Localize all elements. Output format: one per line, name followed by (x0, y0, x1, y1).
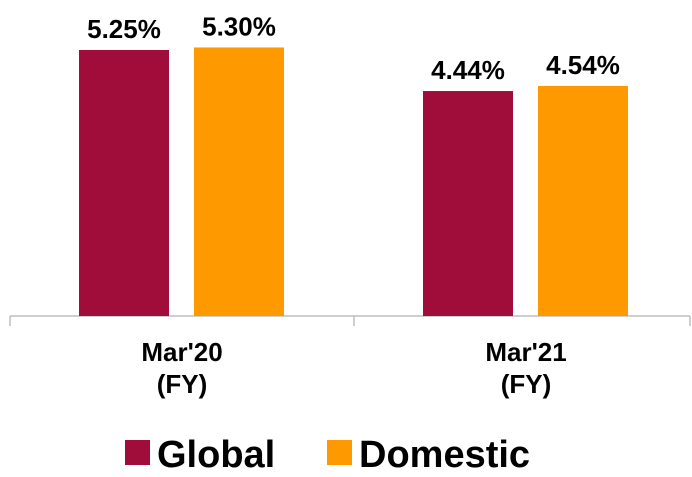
bar (423, 91, 513, 316)
bar (79, 50, 169, 316)
legend-label: Domestic (359, 434, 530, 476)
data-label: 5.30% (202, 11, 276, 41)
legend-label: Global (157, 434, 275, 476)
legend-swatch (327, 440, 352, 465)
x-tick-label: Mar'20 (FY) (141, 337, 223, 399)
data-label: 4.54% (546, 50, 620, 80)
bar (194, 47, 284, 316)
legend-swatch (125, 440, 150, 465)
data-label: 4.44% (431, 55, 505, 85)
data-label: 5.25% (87, 14, 161, 44)
bar (538, 85, 628, 317)
x-tick-label: Mar'21 (FY) (485, 337, 567, 399)
